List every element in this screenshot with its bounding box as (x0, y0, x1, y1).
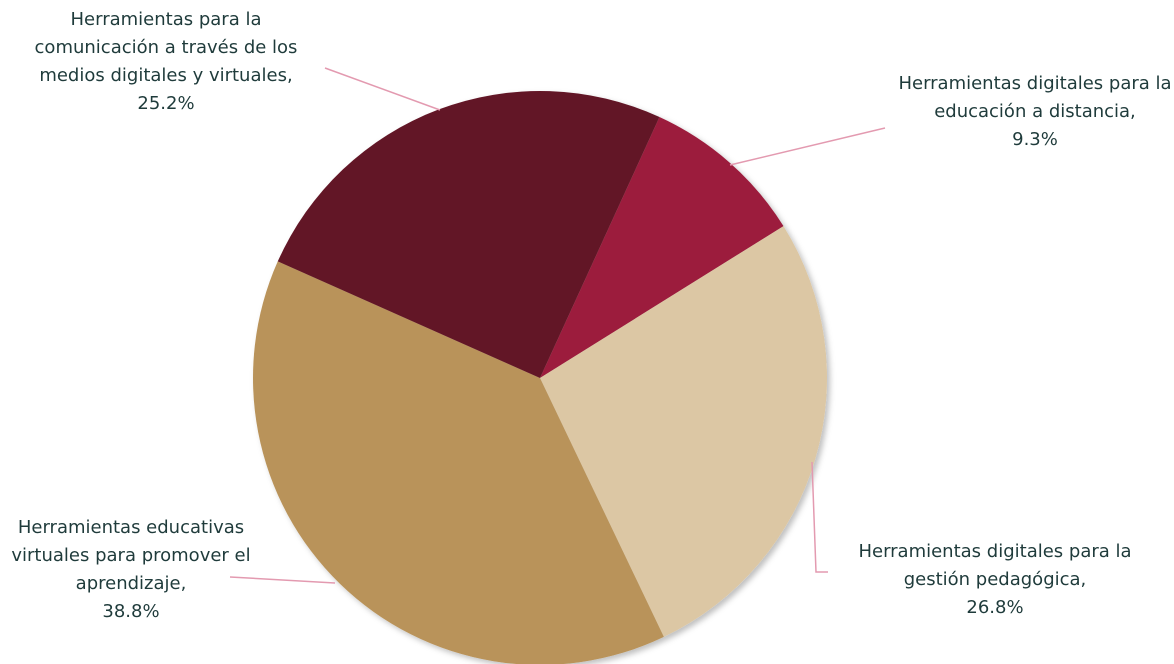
value-label: 38.8% (102, 601, 160, 622)
leader-line (229, 576, 336, 584)
category-label: Herramientas educativas virtuales para p… (11, 517, 251, 594)
value-label: 26.8% (966, 597, 1024, 618)
leader-line (324, 67, 441, 111)
category-label: Herramientas digitales para la gestión p… (858, 541, 1132, 590)
pie (253, 90, 827, 664)
category-label: Herramientas para la comunicación a trav… (34, 9, 298, 86)
leader-line (811, 461, 828, 573)
slice-label: Herramientas educativas virtuales para p… (0, 514, 262, 626)
slice-label: Herramientas digitales para la educación… (895, 70, 1174, 154)
category-label: Herramientas digitales para la educación… (898, 73, 1172, 122)
pie-slice (277, 90, 660, 379)
slice-label: Herramientas digitales para la gestión p… (855, 538, 1135, 622)
value-label: 25.2% (137, 93, 195, 114)
pie-slice (540, 117, 784, 378)
slice-label: Herramientas para la comunicación a trav… (10, 6, 322, 118)
leader-line (729, 127, 886, 166)
pie-slice (540, 226, 827, 637)
value-label: 9.3% (1012, 129, 1058, 150)
leaders (229, 67, 886, 584)
pie-slice (253, 261, 664, 664)
